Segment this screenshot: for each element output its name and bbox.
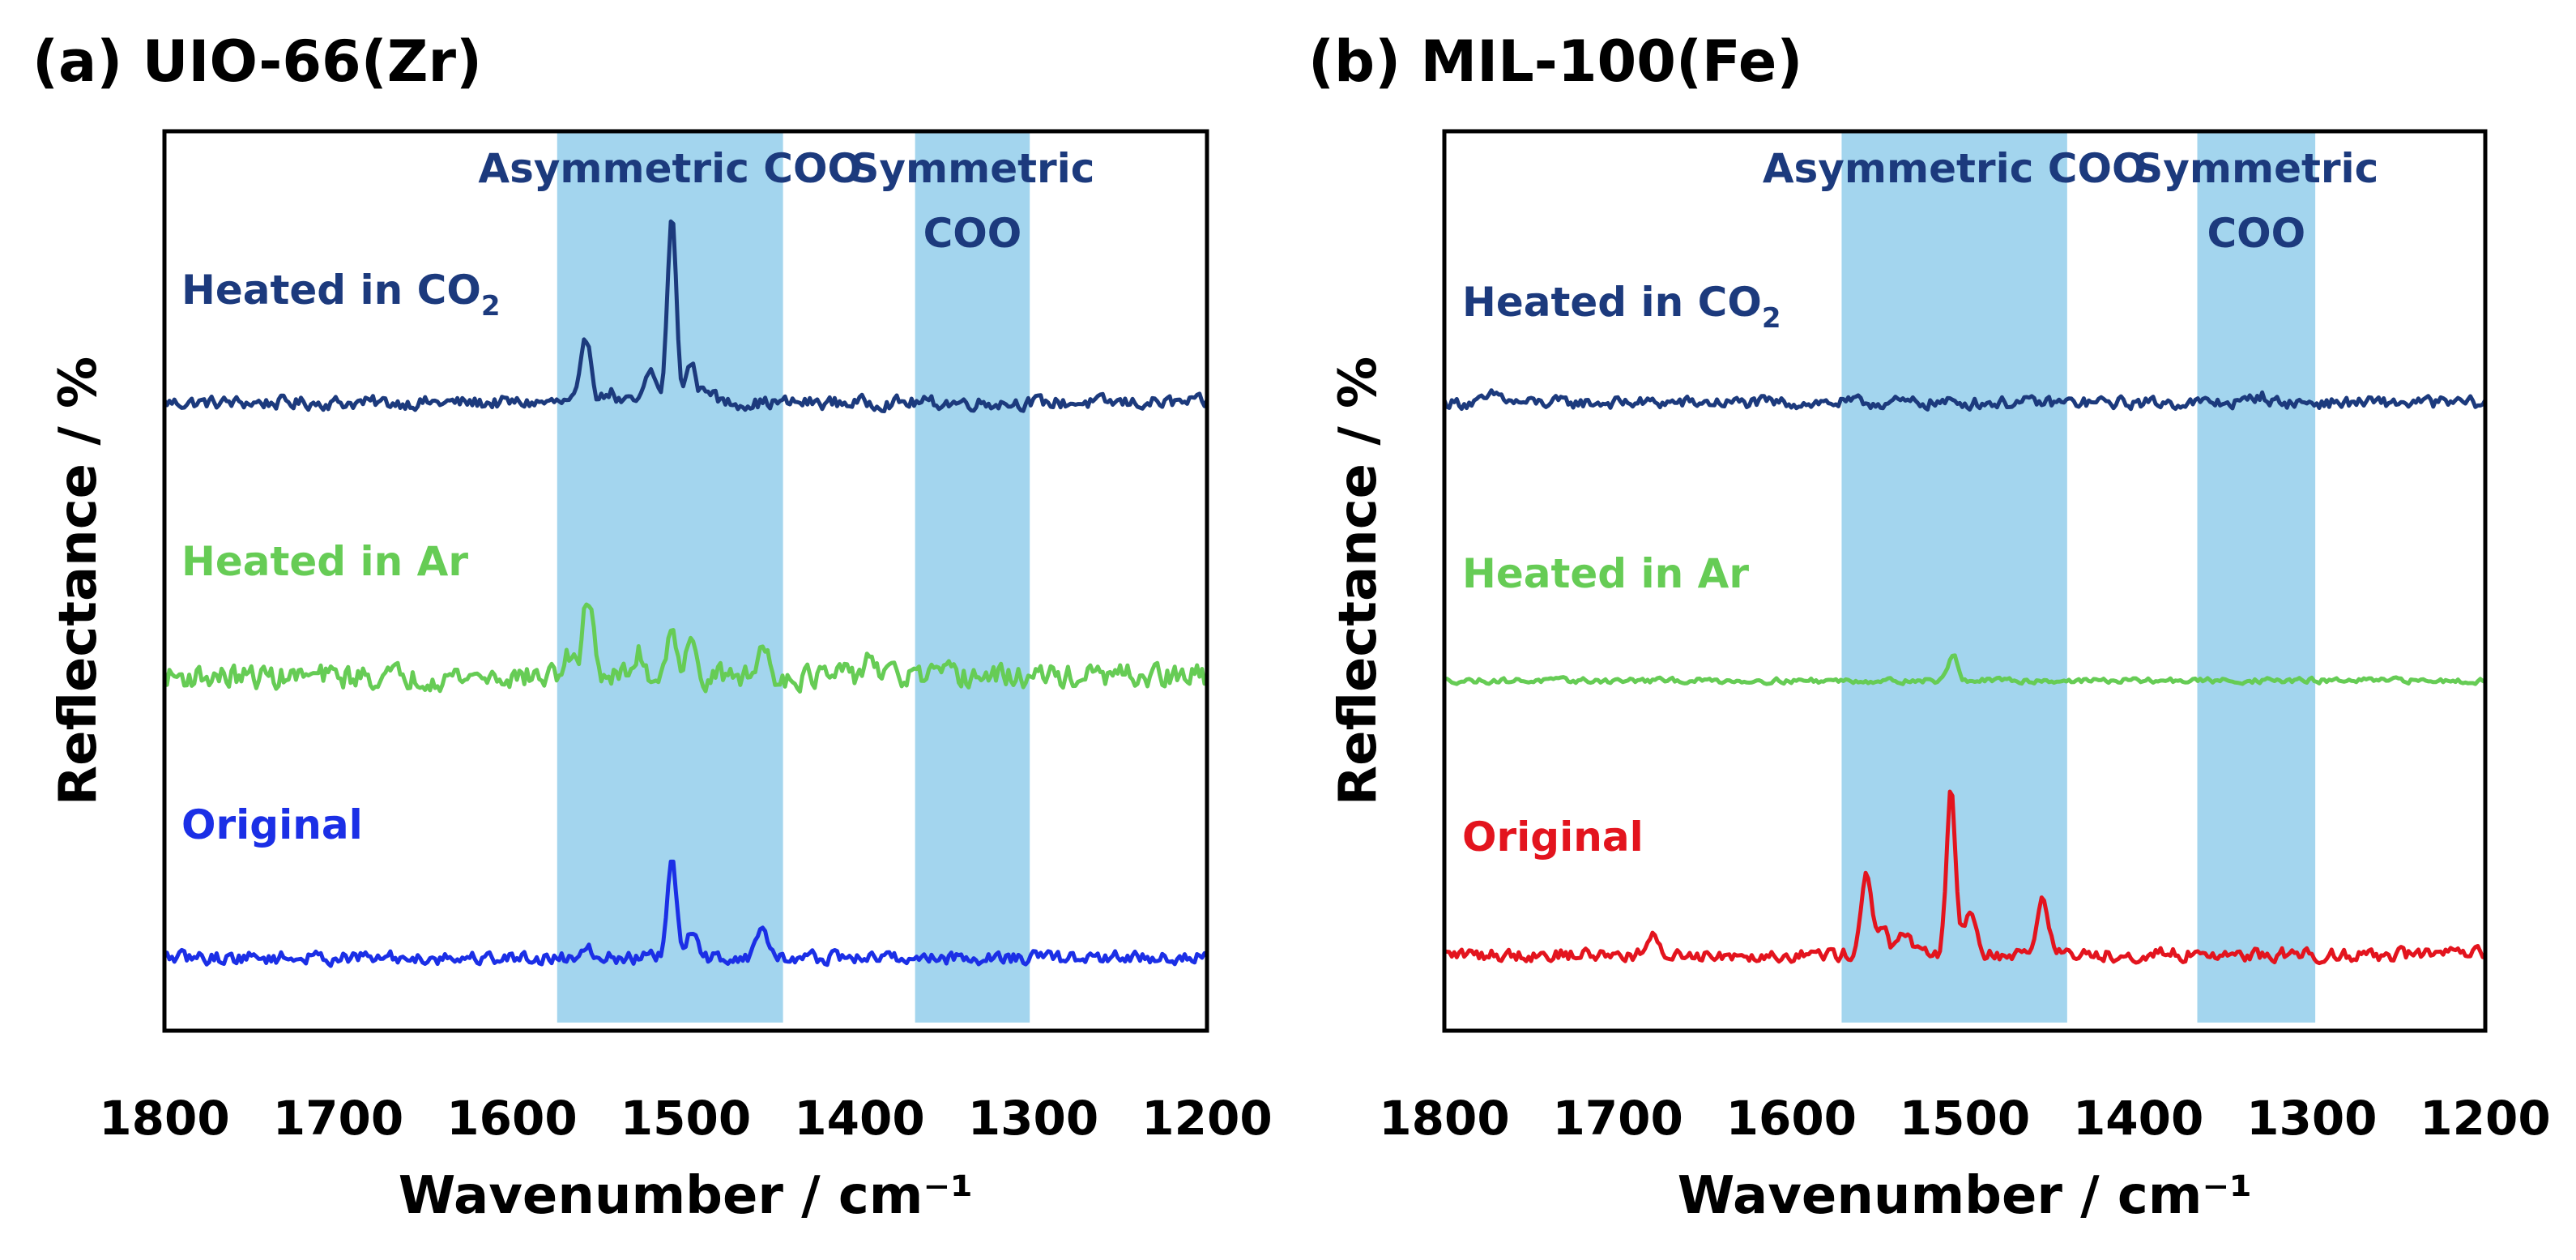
- shaded-band-symmetric: [2197, 131, 2316, 1023]
- panel-title: (a) UIO-66(Zr): [32, 28, 482, 95]
- series-line-2: [163, 859, 1208, 968]
- series-label: Heated in CO2: [1462, 279, 1781, 335]
- series-label-text: Heated in Ar: [1462, 550, 1749, 597]
- band-label: Symmetric: [2134, 145, 2378, 192]
- x-tick-label: 1500: [621, 1091, 751, 1146]
- x-tick-label: 1400: [794, 1091, 924, 1146]
- panel-title: (b) MIL-100(Fe): [1308, 28, 1802, 95]
- shaded-band-symmetric: [915, 131, 1030, 1023]
- plot-frame: [1442, 129, 2488, 1033]
- band-label: Asymmetric COO: [478, 145, 862, 192]
- band-label: COO: [923, 210, 1022, 257]
- x-tick-label: 1600: [446, 1091, 577, 1146]
- x-tick-label: 1800: [1379, 1091, 1509, 1146]
- series-label-text: Original: [181, 801, 363, 848]
- x-tick-label: 1400: [2073, 1091, 2203, 1146]
- series-label: Heated in Ar: [1462, 550, 1749, 597]
- x-tick-label: 1200: [1141, 1091, 1272, 1146]
- series-label-subscript: 2: [1762, 302, 1781, 335]
- series-line-0: [162, 219, 1209, 413]
- series-line-1: [162, 602, 1208, 694]
- series-line-2: [1444, 789, 2487, 966]
- series-label-text: Original: [1462, 814, 1644, 861]
- series-label-text: Heated in Ar: [181, 538, 468, 585]
- x-tick-label: 1500: [1900, 1091, 2030, 1146]
- series-label-subscript: 2: [481, 290, 501, 322]
- x-tick-label: 1600: [1726, 1091, 1857, 1146]
- band-label: COO: [2207, 210, 2305, 257]
- series-label: Original: [181, 801, 363, 848]
- series-line-1: [1444, 653, 2487, 686]
- band-label: Asymmetric COO: [1763, 145, 2147, 192]
- x-axis-label: Wavenumber / cm⁻¹: [1678, 1166, 2253, 1226]
- x-tick-label: 1700: [273, 1091, 403, 1146]
- series-label-text: Heated in CO: [181, 267, 481, 314]
- plot-frame: [162, 129, 1209, 1033]
- band-label: Symmetric: [850, 145, 1094, 192]
- x-tick-label: 1700: [1552, 1091, 1683, 1146]
- x-tick-label: 1300: [2246, 1091, 2377, 1146]
- y-axis-label: Reflectance / %: [49, 357, 109, 805]
- x-tick-label: 1200: [2420, 1091, 2550, 1146]
- x-axis-label: Wavenumber / cm⁻¹: [399, 1166, 974, 1226]
- y-axis-label: Reflectance / %: [1329, 357, 1388, 805]
- x-tick-label: 1300: [968, 1091, 1098, 1146]
- series-label: Original: [1462, 814, 1644, 861]
- x-tick-label: 1800: [99, 1091, 229, 1146]
- series-label: Heated in CO2: [181, 267, 501, 322]
- shaded-band-asymmetric: [1841, 131, 2067, 1023]
- series-label: Heated in Ar: [181, 538, 468, 585]
- series-line-0: [1442, 388, 2488, 412]
- series-label-text: Heated in CO: [1462, 279, 1762, 326]
